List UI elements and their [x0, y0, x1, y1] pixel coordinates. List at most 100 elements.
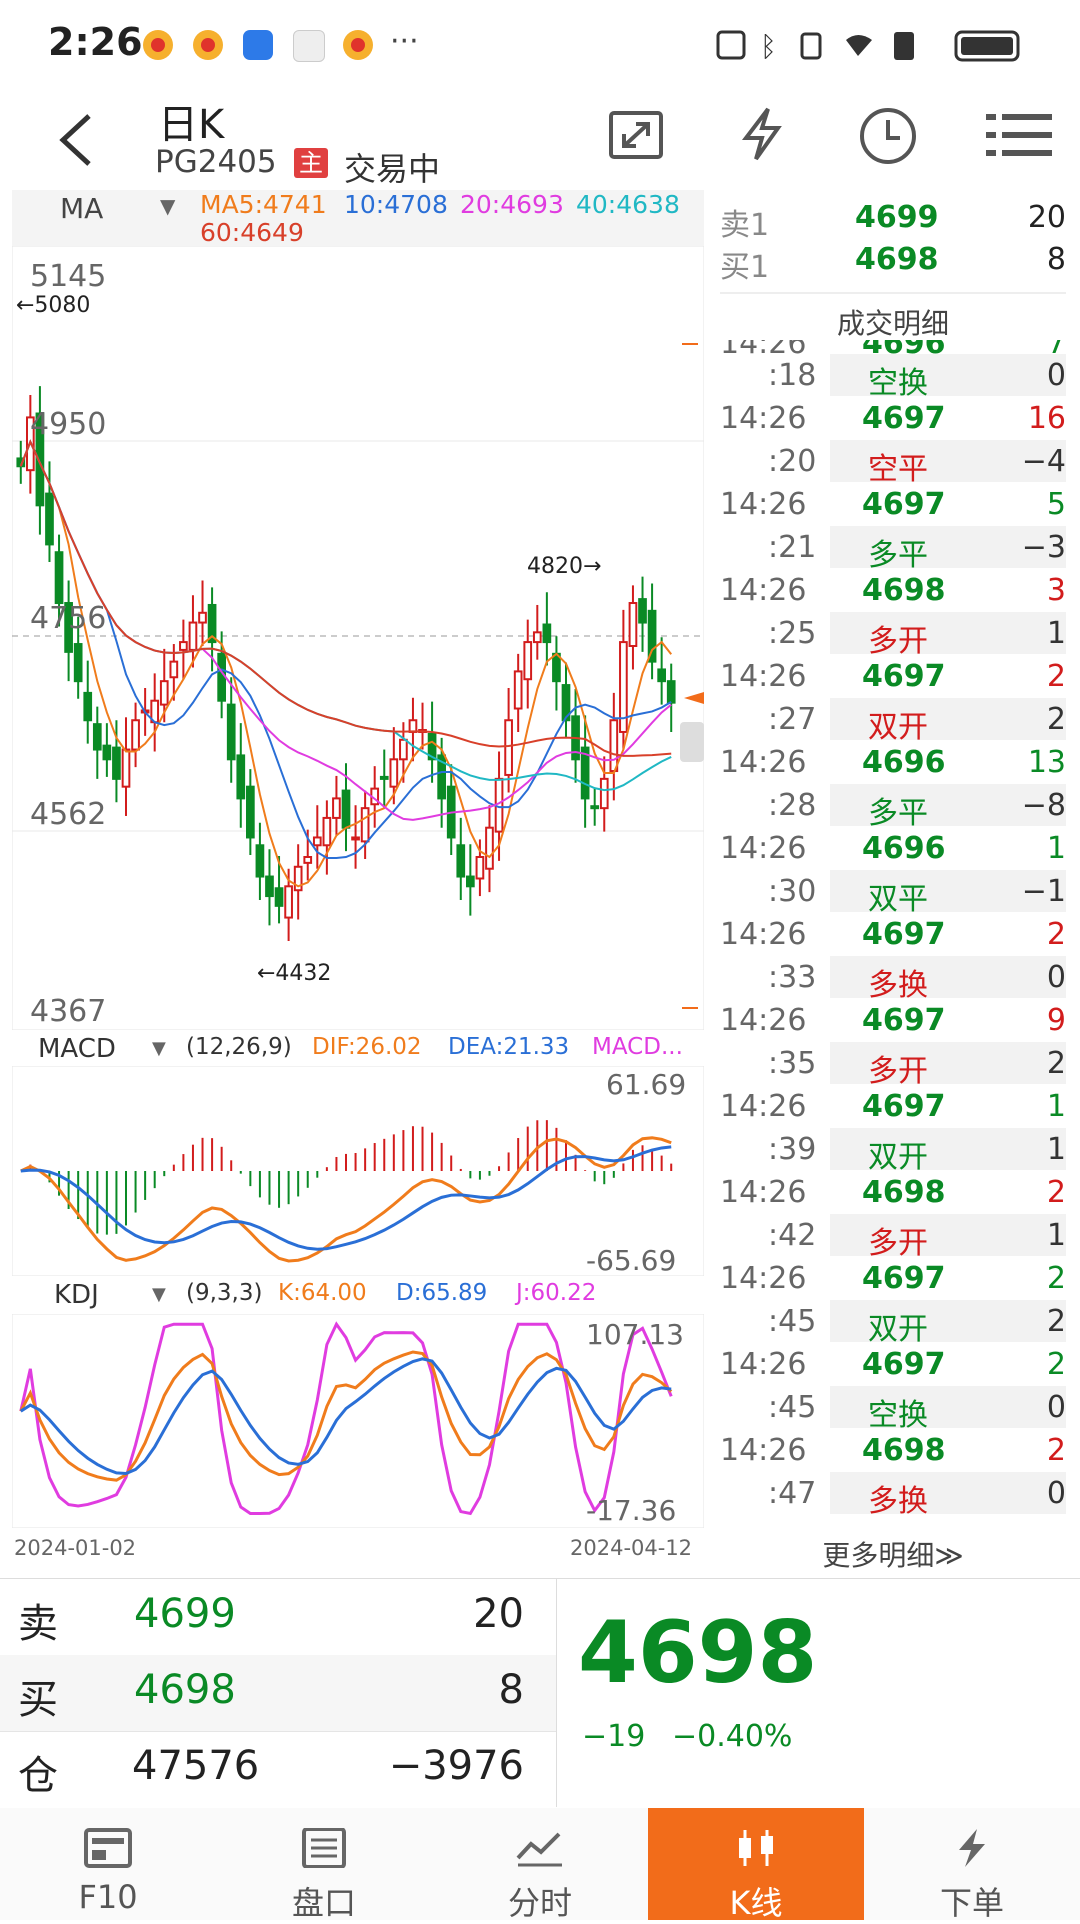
orderbook-icon — [302, 1828, 346, 1868]
candle — [198, 611, 207, 624]
candle — [102, 744, 112, 761]
macd-params: (12,26,9) — [186, 1034, 292, 1060]
header: 日K PG2405 主 交易中 — [0, 90, 1080, 190]
macd-dropdown-icon[interactable]: ▼ — [152, 1038, 166, 1059]
candle — [35, 412, 45, 507]
list-item: 14:26 4697 5 — [720, 483, 1066, 525]
candle — [532, 631, 542, 644]
kdj-label[interactable]: KDJ — [54, 1280, 99, 1310]
candle — [523, 641, 533, 681]
trade-seconds: :35 — [768, 1046, 817, 1081]
list-item: :20 空平 −4 — [720, 440, 1066, 487]
kline-icon — [739, 1830, 773, 1866]
open-interest-change: −3976 — [388, 1743, 524, 1789]
trade-type: 多换 — [868, 968, 928, 1003]
trade-list[interactable]: 14:26 4696 7 :18 空换 0 14:26 4697 16:20 空平 −4 14:… — [0, 340, 1080, 1540]
lightning-icon[interactable] — [740, 106, 784, 162]
ma60-line — [19, 439, 672, 757]
candle — [513, 670, 523, 710]
open-interest: 47576 — [132, 1743, 260, 1789]
macd-label[interactable]: MACD — [38, 1034, 116, 1064]
bottom-tab-bar: F10 盘口 分时 K线 下单 — [0, 1808, 1080, 1922]
trade-volume: 2 — [1046, 1433, 1066, 1468]
fullscreen-icon[interactable] — [608, 110, 664, 160]
order-icon — [959, 1829, 985, 1867]
ma-label[interactable]: MA — [60, 192, 104, 225]
main-contract-badge: 主 — [294, 148, 328, 178]
kdj-top-label: 107.13 — [586, 1318, 684, 1351]
contract-code[interactable]: PG2405 — [155, 144, 277, 180]
trade-type: 多平 — [868, 796, 928, 831]
depth-buy-volume: 8 — [1046, 242, 1066, 277]
intraday-icon — [516, 1832, 562, 1867]
nfc-icon — [716, 30, 746, 60]
clock-icon[interactable] — [858, 106, 918, 166]
macd-dif: DIF:26.02 — [312, 1034, 422, 1060]
trade-type: 空平 — [868, 452, 928, 487]
trade-type: 双开 — [868, 1140, 928, 1175]
price-change-percent: −0.40% — [672, 1719, 793, 1754]
candle — [207, 603, 217, 644]
trade-oi-diff: 2 — [1046, 1304, 1066, 1339]
candle — [599, 777, 609, 810]
tab-orderbook[interactable]: 盘口 — [216, 1808, 432, 1922]
back-icon[interactable] — [55, 112, 95, 168]
candle — [619, 641, 628, 733]
quote-panel: 卖 4699 20 买 4698 8 仓 47576 −3976 4698 −1… — [0, 1578, 1080, 1810]
candle — [45, 492, 54, 546]
depth-sell-price[interactable]: 4699 — [855, 200, 939, 235]
trade-seconds: :21 — [768, 530, 817, 565]
tab-order[interactable]: 下单 — [864, 1808, 1080, 1922]
bluetooth-icon: ᛒ — [760, 30, 777, 63]
depth-buy-price[interactable]: 4698 — [855, 242, 939, 277]
trade-price: 4697 — [862, 917, 946, 952]
app-icon — [243, 30, 273, 60]
trade-time: 14:26 — [720, 917, 807, 952]
kdj-dropdown-icon[interactable]: ▼ — [152, 1284, 166, 1305]
tab-intraday[interactable]: 分时 — [432, 1808, 648, 1922]
candle — [379, 775, 389, 780]
trade-time: 14:26 — [720, 1089, 807, 1124]
kline-chart[interactable]: 5145 4950 4756 4562 4367 ←5080 ←4432 482… — [12, 246, 704, 1030]
kdj-chart[interactable]: 107.13 -17.36 — [12, 1314, 704, 1528]
trade-type: 空换 — [868, 366, 928, 401]
trade-time: 14:26 — [720, 1175, 807, 1210]
macd-bottom-label: -65.69 — [586, 1244, 676, 1276]
quote-sell-price[interactable]: 4699 — [134, 1591, 236, 1637]
candle — [456, 844, 466, 878]
kdj-d: D:65.89 — [396, 1280, 488, 1306]
more-notifications-icon: ··· — [390, 24, 419, 59]
candle — [246, 785, 255, 839]
more-trades-link[interactable]: 更多明细≫ — [822, 1539, 964, 1572]
trade-seconds: :28 — [768, 788, 817, 823]
quote-buy-price[interactable]: 4698 — [134, 1667, 236, 1713]
trade-price: 4697 — [862, 1347, 946, 1382]
candle — [628, 602, 638, 648]
wifi-icon — [846, 35, 872, 56]
dea-line — [20, 1145, 672, 1251]
ma-header[interactable] — [12, 190, 704, 246]
candle — [131, 719, 140, 751]
list-item: 14:26 4697 9 — [720, 999, 1066, 1041]
trade-volume: 2 — [1046, 917, 1066, 952]
candle — [657, 668, 666, 683]
tab-kline[interactable]: K线 — [648, 1808, 864, 1922]
ma-dropdown-icon[interactable]: ▼ — [160, 194, 176, 218]
ma10-value: 10:4708 — [344, 190, 448, 219]
trade-oi-diff: 0 — [1046, 1390, 1066, 1425]
macd-chart[interactable]: 61.69 -65.69 — [12, 1066, 704, 1276]
tab-f10[interactable]: F10 — [0, 1808, 216, 1920]
trade-type: 双开 — [868, 1312, 928, 1347]
macd-top-label: 61.69 — [606, 1068, 686, 1101]
list-item: 14:26 4697 2 — [720, 1343, 1066, 1385]
kdj-bottom-label: -17.36 — [586, 1494, 676, 1527]
menu-icon[interactable] — [986, 112, 1052, 158]
trade-seconds: :27 — [768, 702, 817, 737]
trade-price: 4696 — [862, 745, 946, 780]
trade-volume: 13 — [1027, 745, 1066, 780]
list-item: 14:26 4696 13 — [720, 741, 1066, 783]
candle — [303, 856, 313, 864]
depth-sell-volume: 20 — [1027, 200, 1066, 235]
list-item: 14:26 4697 2 — [720, 913, 1066, 955]
quote-sell-volume: 20 — [473, 1591, 524, 1637]
